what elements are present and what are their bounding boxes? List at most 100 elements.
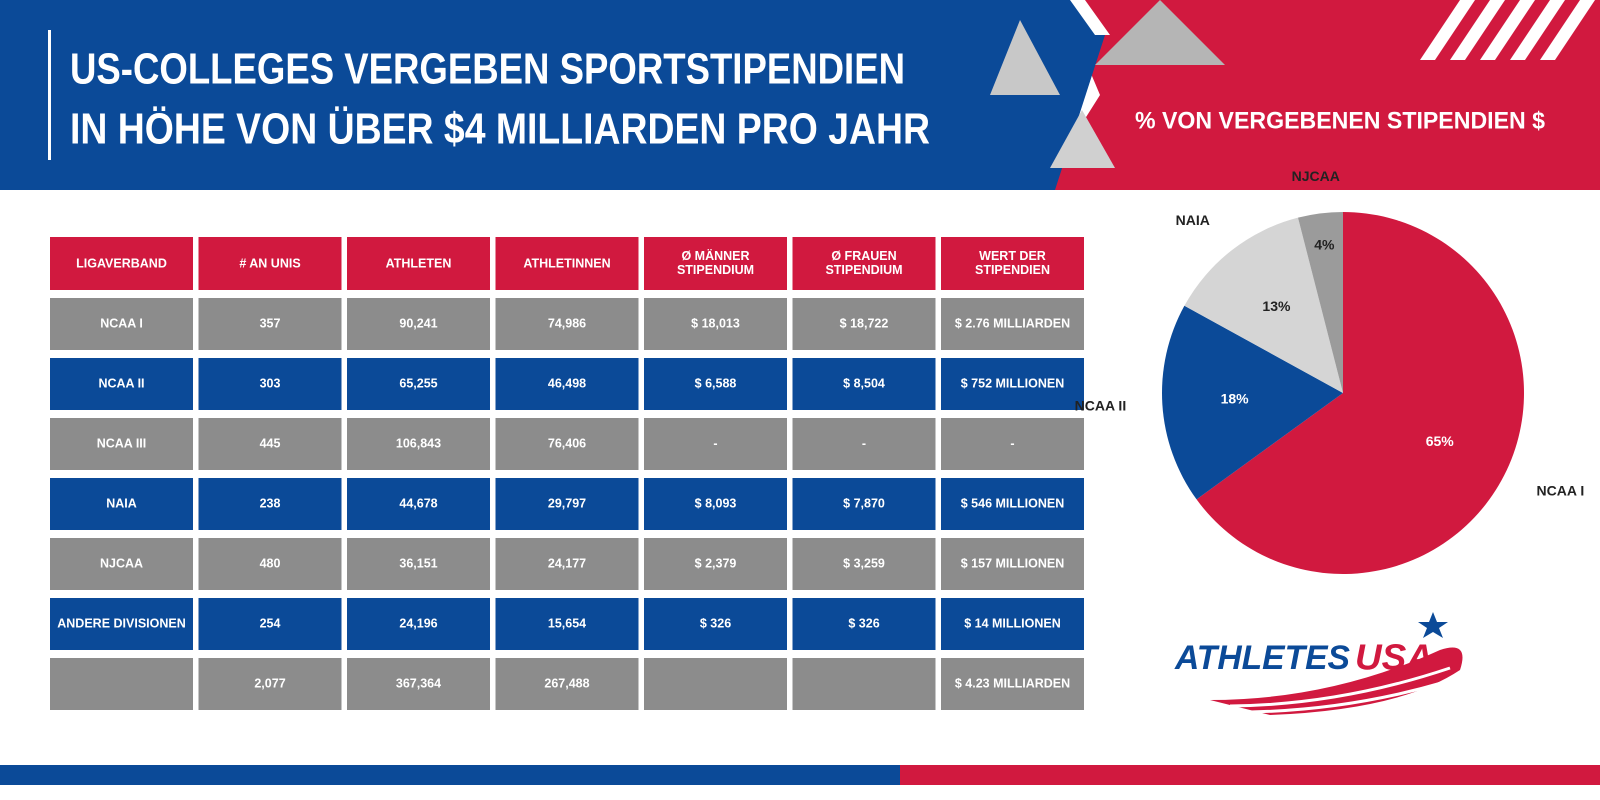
- table-cell: [347, 658, 490, 710]
- white-stripe: [1070, 0, 1110, 35]
- table-cell: [347, 538, 490, 590]
- title-rule: [48, 30, 51, 160]
- header-cell: [495, 237, 639, 290]
- table-cell: [941, 418, 1084, 470]
- title-line: IN HÖHE VON ÜBER $4 MILLIARDEN PRO JAHR: [70, 105, 930, 154]
- value-label: 18%: [1221, 391, 1250, 407]
- table: LIGAVERBAND # AN UNIS ATHLETEN ATHLETINNEN Ø…: [50, 237, 1084, 710]
- table-cell: [347, 598, 490, 650]
- table-cell: [50, 298, 193, 350]
- logo-stripe: [1229, 666, 1451, 708]
- header-cell: [941, 237, 1084, 290]
- cell-text: 303: [260, 376, 281, 390]
- table-cell: [644, 598, 787, 650]
- cell-text: $ 7,870: [843, 496, 885, 510]
- footer-blue: [0, 765, 900, 785]
- header-cell: [792, 237, 936, 290]
- cell-text: -: [1010, 436, 1014, 450]
- table-cell: [495, 538, 639, 590]
- chart-title: % VON VERGEBENEN STIPENDIEN $: [1135, 107, 1546, 134]
- cell-text: $ 326: [848, 616, 879, 630]
- cell-text: $ 18,013: [691, 316, 740, 330]
- cell-text: $ 6,588: [695, 376, 737, 390]
- pie-slice: [1184, 217, 1343, 393]
- table-cell: [792, 298, 936, 350]
- cell-text: $ 3,259: [843, 556, 885, 570]
- header-text: Ø FRAUEN STIPENDIUM: [825, 249, 902, 277]
- logo-swoosh: [1210, 647, 1463, 715]
- header-text: Ø MÄNNER STIPENDIUM: [677, 248, 754, 277]
- table-cell: [644, 658, 787, 710]
- table-cell: [495, 478, 639, 530]
- table-cell: [644, 358, 787, 410]
- category-label: NAIA: [1176, 212, 1210, 228]
- table-cell: [495, 358, 639, 410]
- table-cell: [198, 658, 342, 710]
- table-cell: [941, 298, 1084, 350]
- category-label: NJCAA: [1292, 168, 1340, 184]
- cell-text: $ 157 MILLIONEN: [961, 556, 1065, 570]
- triangle: [990, 20, 1060, 95]
- cell-text: NCAA II: [98, 376, 144, 390]
- cell-text: $ 8,504: [843, 376, 885, 390]
- triangle: [1050, 110, 1115, 168]
- pie-slice: [1297, 212, 1343, 393]
- cell-text: -: [862, 436, 866, 450]
- cell-text: NAIA: [106, 496, 137, 510]
- cell-text: -: [713, 436, 717, 450]
- cell-text: 267,488: [544, 676, 589, 690]
- stripe: [1480, 0, 1535, 60]
- table-cell: [198, 418, 342, 470]
- header-cell: [644, 237, 787, 290]
- table-cell: [941, 478, 1084, 530]
- table-cell: [50, 418, 193, 470]
- header-cell: [198, 237, 342, 290]
- table-cell: [941, 538, 1084, 590]
- table-cell: [792, 598, 936, 650]
- cell-text: ANDERE DIVISIONEN: [57, 616, 186, 630]
- header-text: # AN UNIS: [239, 256, 300, 270]
- table-cell: [792, 538, 936, 590]
- table-cell: [198, 358, 342, 410]
- table-cell: [644, 298, 787, 350]
- table-cell: [347, 358, 490, 410]
- stripe: [1510, 0, 1565, 60]
- pie-chart: 65% NCAA I 18% NCAA II 13% NAIA 4% NJCAA: [1075, 168, 1585, 574]
- table-cell: [644, 538, 787, 590]
- table-cell: [198, 478, 342, 530]
- table-cell: [198, 538, 342, 590]
- cell-text: 24,177: [548, 556, 586, 570]
- value-label: 4%: [1314, 236, 1335, 252]
- cell-text: 106,843: [396, 436, 441, 450]
- cell-text: $ 546 MILLIONEN: [961, 496, 1065, 510]
- table-cell: [347, 478, 490, 530]
- table-cell: [347, 298, 490, 350]
- pie-slice: [1196, 212, 1524, 574]
- cell-text: 480: [260, 556, 281, 570]
- table-cell: [50, 538, 193, 590]
- cell-text: $ 8,093: [695, 496, 737, 510]
- value-label: 65%: [1426, 433, 1455, 449]
- category-label: NCAA I: [1537, 482, 1585, 498]
- table-cell: [50, 478, 193, 530]
- table-cell: [792, 418, 936, 470]
- cell-text: NJCAA: [100, 556, 143, 570]
- cell-text: $ 752 MILLIONEN: [961, 376, 1065, 390]
- cell-text: 90,241: [399, 316, 437, 330]
- cell-text: NCAA I: [100, 316, 143, 330]
- cell-text: 44,678: [399, 496, 437, 510]
- table-cell: [792, 478, 936, 530]
- table-cell: [495, 418, 639, 470]
- title-line: US-COLLEGES VERGEBEN SPORTSTIPENDIEN: [70, 45, 905, 94]
- header-cell: [50, 237, 193, 290]
- table-cell: [792, 658, 936, 710]
- footer-red: [900, 765, 1600, 785]
- header-text: ATHLETINNEN: [523, 256, 610, 270]
- logo-word: ATHLETES: [1174, 639, 1350, 677]
- cell-text: $ 2,379: [695, 556, 737, 570]
- table-cell: [941, 358, 1084, 410]
- logo: ATHLETES USA: [1174, 612, 1463, 715]
- logo-stripe: [1249, 680, 1446, 714]
- cell-text: 367,364: [396, 676, 441, 690]
- table-cell: [198, 598, 342, 650]
